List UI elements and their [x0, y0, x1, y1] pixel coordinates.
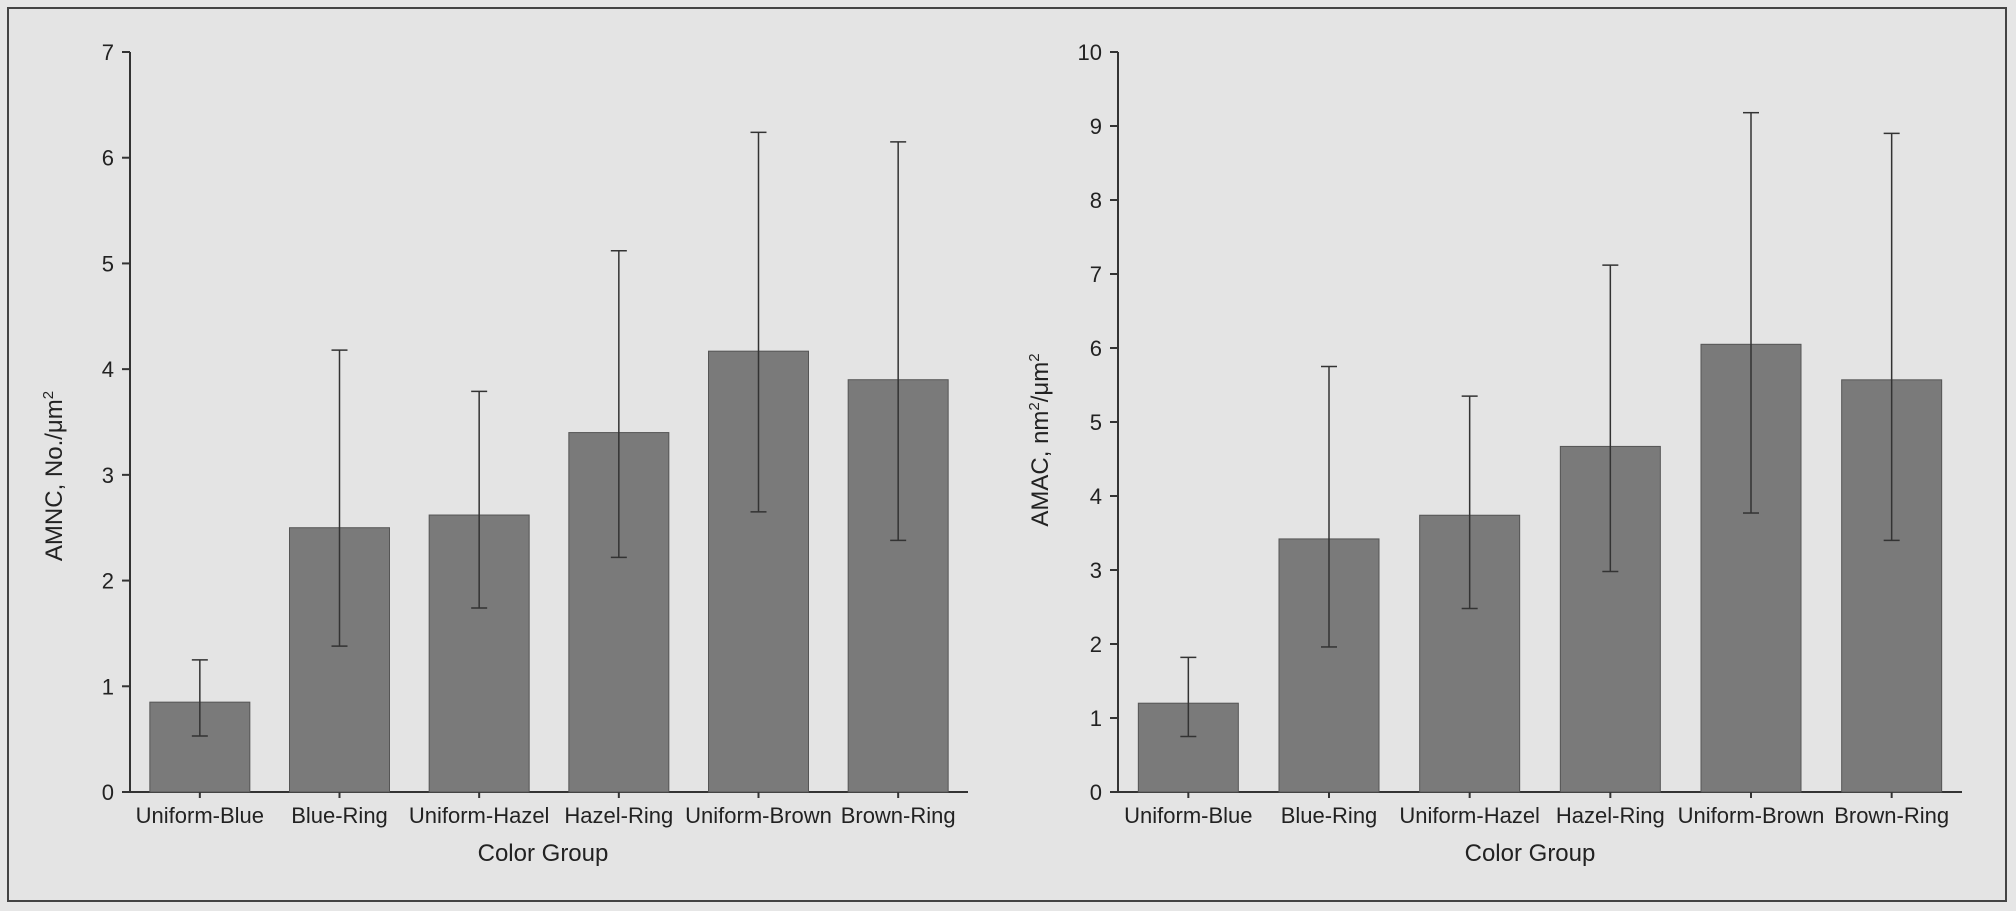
x-tick-label: Hazel-Ring	[1556, 803, 1665, 828]
x-tick-label: Uniform-Hazel	[1399, 803, 1540, 828]
y-tick-label: 2	[102, 569, 114, 594]
x-tick-label: Uniform-Blue	[136, 803, 264, 828]
x-tick-label: Uniform-Hazel	[409, 803, 550, 828]
y-tick-label: 4	[1090, 484, 1102, 509]
y-tick-label: 6	[1090, 336, 1102, 361]
y-tick-label: 5	[1090, 410, 1102, 435]
y-tick-label: 3	[1090, 558, 1102, 583]
y-tick-label: 10	[1078, 40, 1102, 65]
y-tick-label: 7	[1090, 262, 1102, 287]
y-tick-label: 5	[102, 251, 114, 276]
y-tick-label: 8	[1090, 188, 1102, 213]
x-tick-label: Hazel-Ring	[564, 803, 673, 828]
x-tick-label: Blue-Ring	[291, 803, 388, 828]
x-axis-title: Color Group	[1465, 840, 1596, 867]
x-tick-label: Uniform-Blue	[1124, 803, 1252, 828]
x-tick-label: Uniform-Brown	[1678, 803, 1825, 828]
y-tick-label: 2	[1090, 632, 1102, 657]
y-tick-label: 0	[102, 780, 114, 805]
y-tick-label: 1	[102, 674, 114, 699]
y-tick-label: 1	[1090, 706, 1102, 731]
panel-amnc: 0 1 2 3 4 5 6 7 Uniform-Blue Blue-Ring Uniform-Ha…	[40, 40, 968, 867]
y-tick-label: 3	[102, 463, 114, 488]
y-tick-label: 4	[102, 357, 114, 382]
y-tick-label: 0	[1090, 780, 1102, 805]
y-tick-label: 6	[102, 146, 114, 171]
y-axis-title: AMAC, nm2/μm2	[1026, 353, 1054, 526]
y-tick-label: 7	[102, 40, 114, 65]
x-tick-label: Blue-Ring	[1281, 803, 1378, 828]
x-tick-label: Brown-Ring	[841, 803, 956, 828]
y-tick-label: 9	[1090, 114, 1102, 139]
panel-amac: 0 1 2 3 4 5 6 7 8 9 10 Uniform-Blue Blue-Ring Unifor…	[1026, 40, 1962, 867]
x-tick-label: Brown-Ring	[1834, 803, 1949, 828]
y-axis-title: AMNC, No./μm2	[40, 391, 68, 561]
x-axis-title: Color Group	[478, 840, 609, 867]
x-tick-label: Uniform-Brown	[685, 803, 832, 828]
